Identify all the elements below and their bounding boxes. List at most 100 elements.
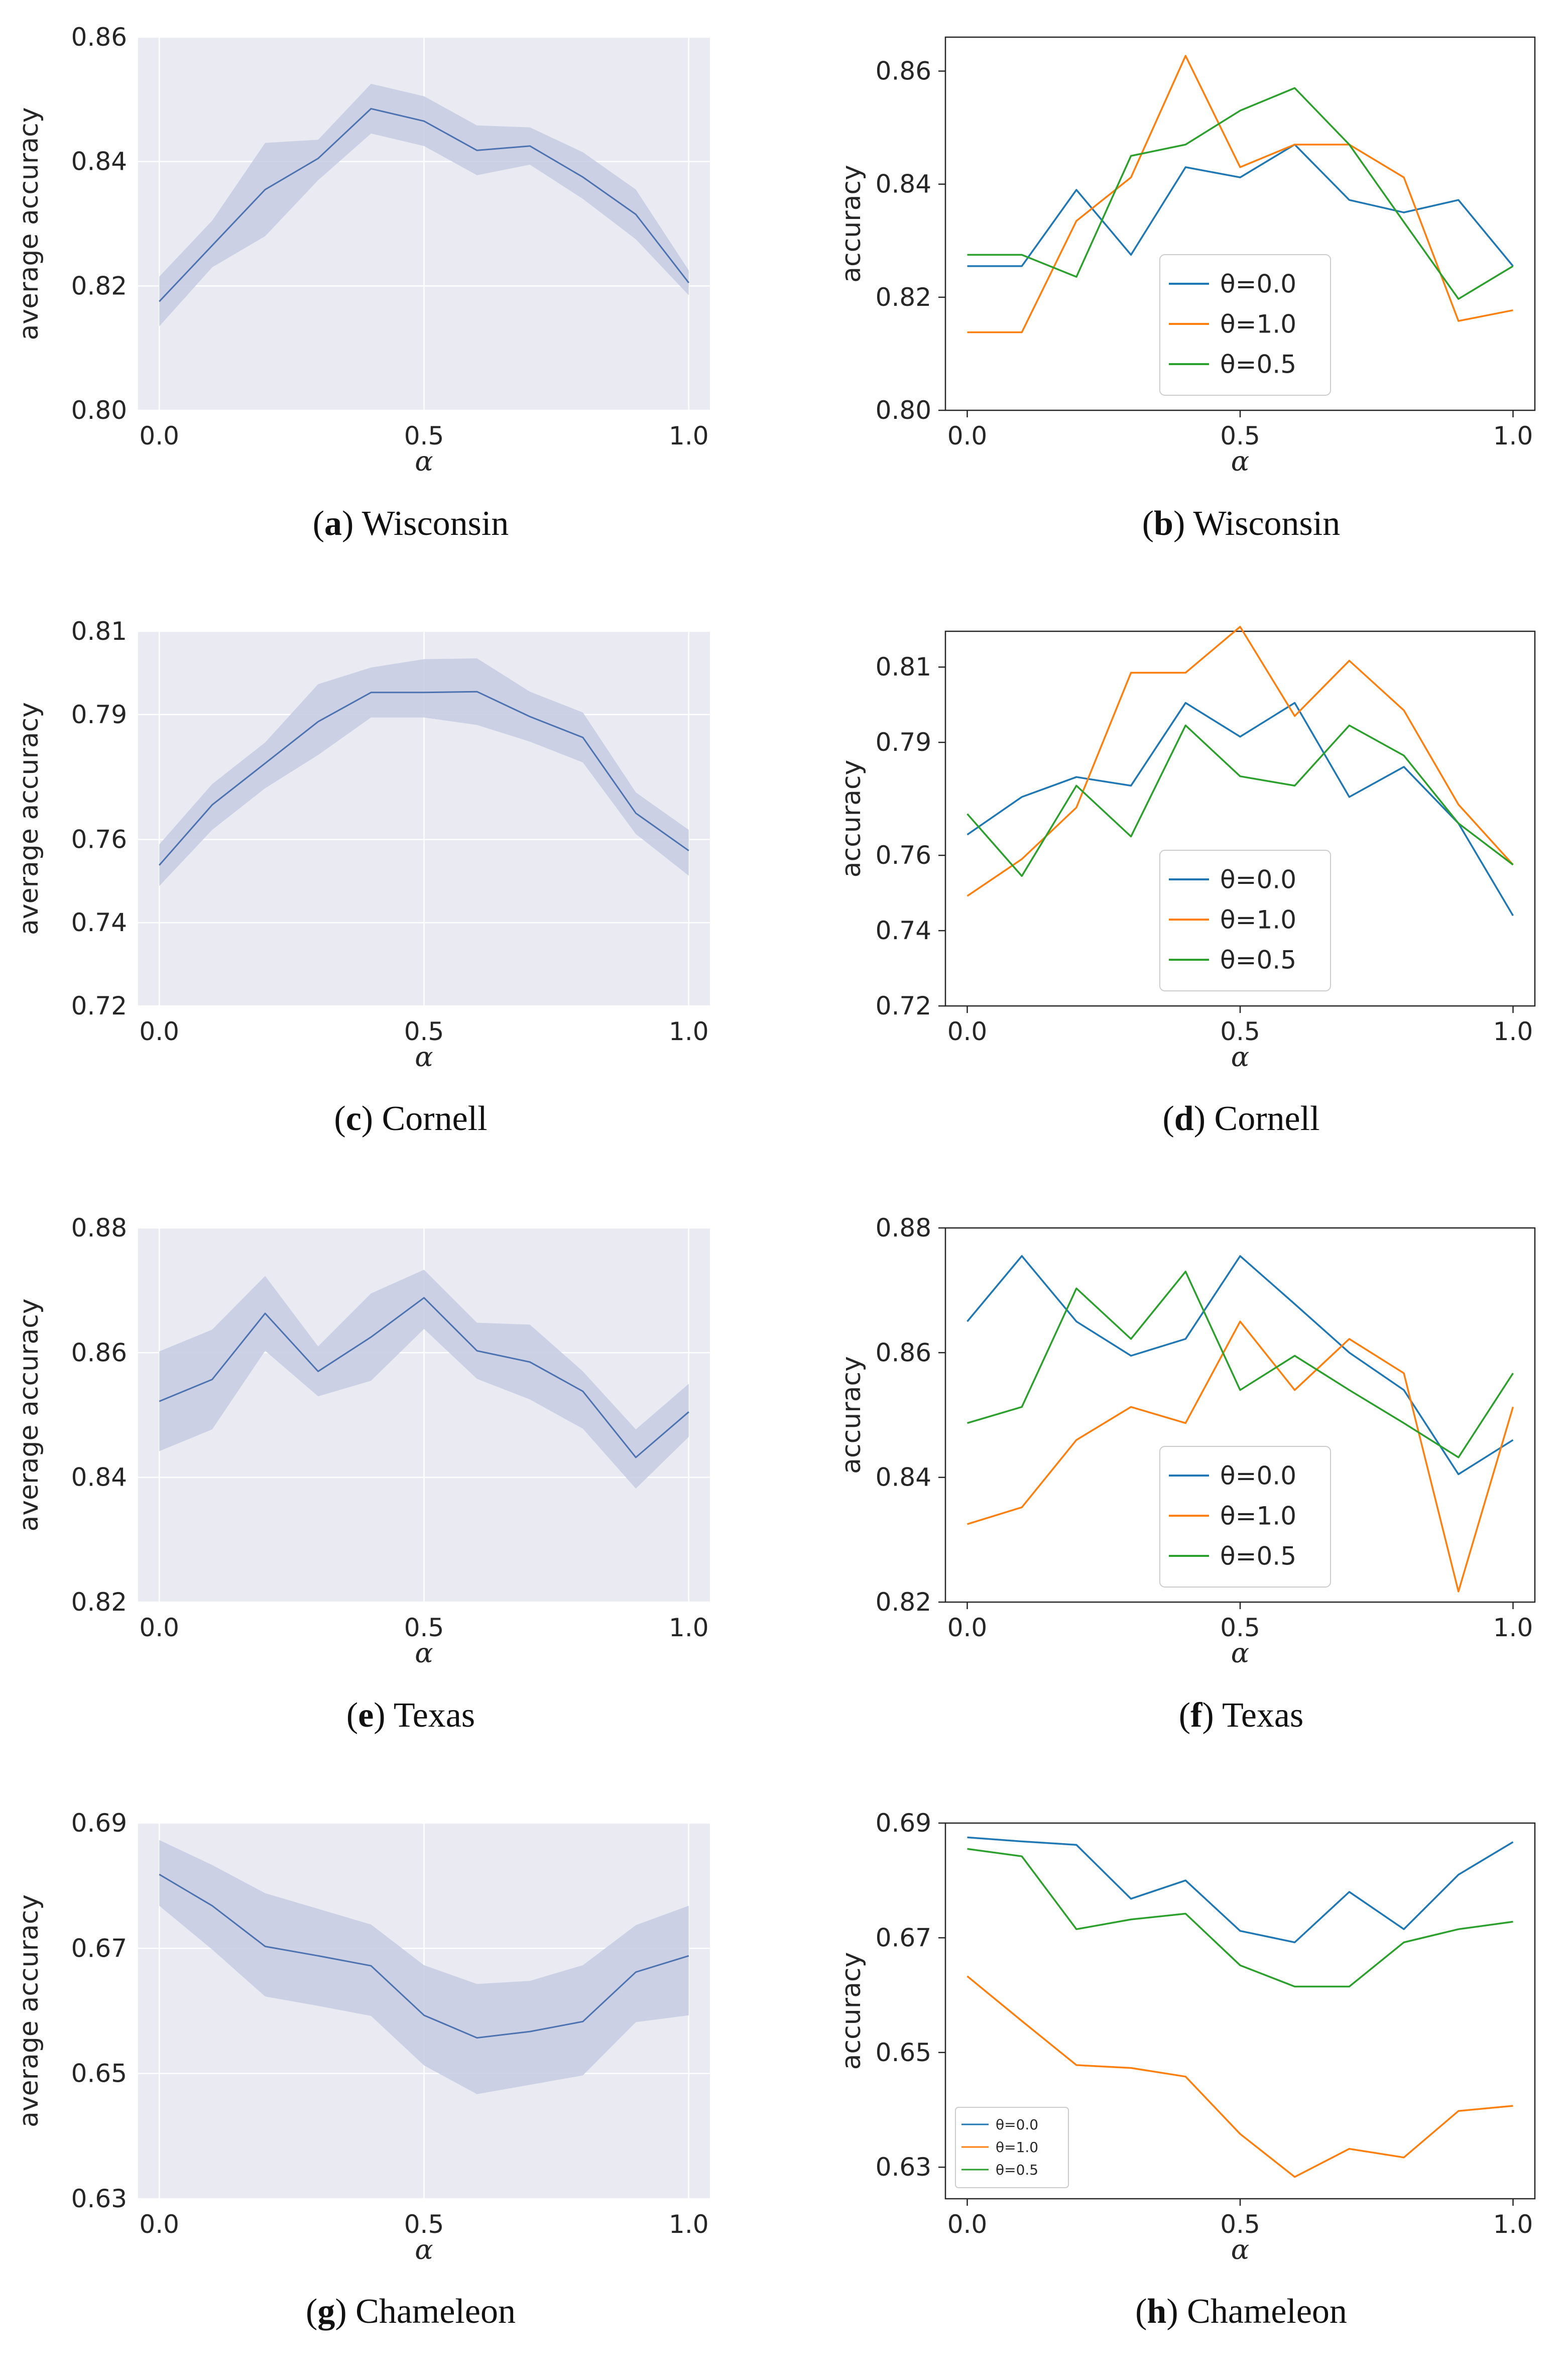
legend: θ=0.0 θ=1.0 θ=0.5 <box>1159 850 1331 991</box>
caption-paren-open: ( <box>1142 504 1154 543</box>
legend-label-theta-2: θ=0.5 <box>1220 946 1296 975</box>
caption-paren-close: ) <box>1166 2292 1187 2331</box>
caption-paren-open: ( <box>306 2292 317 2331</box>
y-tick-label: 0.79 <box>71 700 127 729</box>
legend-label-theta-1: θ=1.0 <box>996 2139 1038 2156</box>
y-tick-label: 0.74 <box>876 916 931 945</box>
chart-panel-g: 0.63 0.65 0.67 0.69 0.0 0.5 1.0 α average accura… <box>14 1809 710 2331</box>
y-tick-label: 0.84 <box>71 147 127 176</box>
chart-panel-f: 0.820.840.860.880.0 0.5 1.0αaccuracyθ=0.0θ… <box>836 1213 1536 1735</box>
y-tick-label: 0.82 <box>876 1588 931 1617</box>
series-line-theta-1 <box>967 1320 1514 1593</box>
x-axis-label: α <box>1231 2234 1249 2266</box>
y-tick-label: 0.84 <box>876 1463 931 1492</box>
panel-caption: (e) Texas <box>346 1696 475 1735</box>
caption-letter: a <box>324 504 342 543</box>
y-tick-label: 0.67 <box>876 1923 931 1952</box>
caption-letter: b <box>1154 504 1173 543</box>
y-tick-label: 0.82 <box>71 1588 127 1617</box>
series-line-theta-2 <box>967 87 1514 300</box>
x-tick-label: 0.0 <box>947 2210 988 2239</box>
legend-label-theta-2: θ=0.5 <box>1220 1542 1296 1571</box>
y-tick-label: 0.72 <box>876 991 931 1021</box>
y-tick-label: 0.79 <box>876 728 931 757</box>
panel-caption: (c) Cornell <box>334 1099 487 1138</box>
legend-frame <box>955 2107 1069 2188</box>
y-tick-label: 0.65 <box>876 2038 931 2067</box>
caption-dataset-name: Cornell <box>382 1099 488 1138</box>
legend: θ=0.0 θ=1.0 θ=0.5 <box>1159 1446 1331 1588</box>
legend-frame <box>1159 850 1331 991</box>
x-axis-label: α <box>415 445 433 477</box>
series-line-theta-0 <box>967 1836 1514 1944</box>
x-tick-label: 0.5 <box>404 421 444 450</box>
series-line-mean <box>159 1873 689 2039</box>
caption-letter: h <box>1147 2292 1166 2331</box>
legend-label-theta-1: θ=1.0 <box>1220 310 1296 339</box>
y-tick-label: 0.63 <box>876 2153 931 2182</box>
x-tick-label: 0.5 <box>1220 1017 1260 1046</box>
caption-paren-open: ( <box>1162 1099 1174 1138</box>
series-line-theta-0 <box>967 144 1514 267</box>
x-tick-label: 0.0 <box>947 421 988 450</box>
y-tick-label: 0.86 <box>876 1338 931 1367</box>
x-axis-label: α <box>1231 445 1249 477</box>
caption-paren-close: ) <box>342 504 362 543</box>
x-tick-label: 0.5 <box>1220 421 1260 450</box>
x-tick-label: 0.5 <box>1220 1613 1260 1642</box>
chart-panel-e: 0.82 0.84 0.86 0.88 0.0 0.5 1.0 α average accura… <box>14 1213 710 1735</box>
y-tick-label: 0.81 <box>71 617 127 646</box>
legend-label-theta-0: θ=0.0 <box>1220 865 1296 894</box>
legend-label-theta-1: θ=1.0 <box>1220 906 1296 935</box>
caption-paren-open: ( <box>313 504 324 543</box>
x-tick-label: 0.5 <box>404 1613 444 1642</box>
x-axis-label: α <box>1231 1637 1249 1669</box>
caption-paren-close: ) <box>374 1696 394 1735</box>
x-tick-label: 1.0 <box>1493 1613 1533 1642</box>
series-line-theta-2 <box>967 1271 1514 1458</box>
y-tick-label: 0.74 <box>71 908 127 937</box>
confidence-band <box>159 1270 689 1489</box>
legend-label-theta-1: θ=1.0 <box>1220 1502 1296 1531</box>
y-tick-label: 0.69 <box>71 1809 127 1838</box>
x-tick-label: 0.0 <box>947 1017 988 1046</box>
series-line-mean <box>159 107 689 302</box>
caption-letter: c <box>346 1099 361 1138</box>
caption-paren-close: ) <box>1173 504 1193 543</box>
chart-panel-d: 0.72 0.74 0.76 0.79 0.81 0.0 0.5 1.0 α accuracy θ=… <box>836 626 1536 1138</box>
series-line-mean <box>159 691 689 866</box>
x-tick-label: 0.5 <box>404 1017 444 1046</box>
y-tick-label: 0.69 <box>876 1809 931 1838</box>
chart-panel-a: 0.80 0.82 0.84 0.86 0.0 0.5 1.0 α average accura… <box>14 23 710 543</box>
chart-panel-h: 0.630.650.670.690.0 0.5 1.0αaccuracyθ=0.0θ… <box>836 1809 1536 2331</box>
x-tick-label: 0.0 <box>139 1017 179 1046</box>
y-tick-label: 0.67 <box>71 1934 127 1963</box>
x-tick-label: 0.0 <box>139 421 179 450</box>
y-axis-label: average accuracy <box>14 1894 44 2127</box>
y-axis-label: average accuracy <box>14 1298 44 1531</box>
y-axis-label: average accuracy <box>14 107 44 340</box>
panel-caption: (g) Chameleon <box>306 2292 516 2331</box>
caption-dataset-name: Texas <box>1222 1696 1303 1735</box>
legend-frame <box>1159 1446 1331 1588</box>
legend: θ=0.0 θ=1.0 θ=0.5 <box>1159 254 1331 396</box>
y-axis-label: accuracy <box>836 165 867 283</box>
x-tick-label: 1.0 <box>669 2210 709 2239</box>
y-tick-label: 0.72 <box>71 991 127 1021</box>
y-tick-label: 0.88 <box>71 1213 127 1243</box>
y-tick-label: 0.76 <box>876 841 931 870</box>
caption-dataset-name: Wisconsin <box>1193 504 1341 543</box>
y-tick-label: 0.84 <box>71 1463 127 1492</box>
legend-label-theta-2: θ=0.5 <box>1220 350 1296 379</box>
x-tick-label: 1.0 <box>1493 2210 1533 2239</box>
y-tick-label: 0.81 <box>876 652 931 682</box>
caption-dataset-name: Texas <box>394 1696 475 1735</box>
y-tick-label: 0.86 <box>71 23 127 52</box>
x-tick-label: 1.0 <box>1493 1017 1533 1046</box>
series-line-mean <box>159 1297 689 1458</box>
caption-paren-open: ( <box>1179 1696 1190 1735</box>
chart-panel-c: 0.72 0.74 0.76 0.79 0.81 0.0 0.5 1.0 α average ac… <box>14 617 710 1138</box>
y-axis-label: accuracy <box>836 1356 867 1474</box>
x-axis-label: α <box>415 2234 433 2266</box>
